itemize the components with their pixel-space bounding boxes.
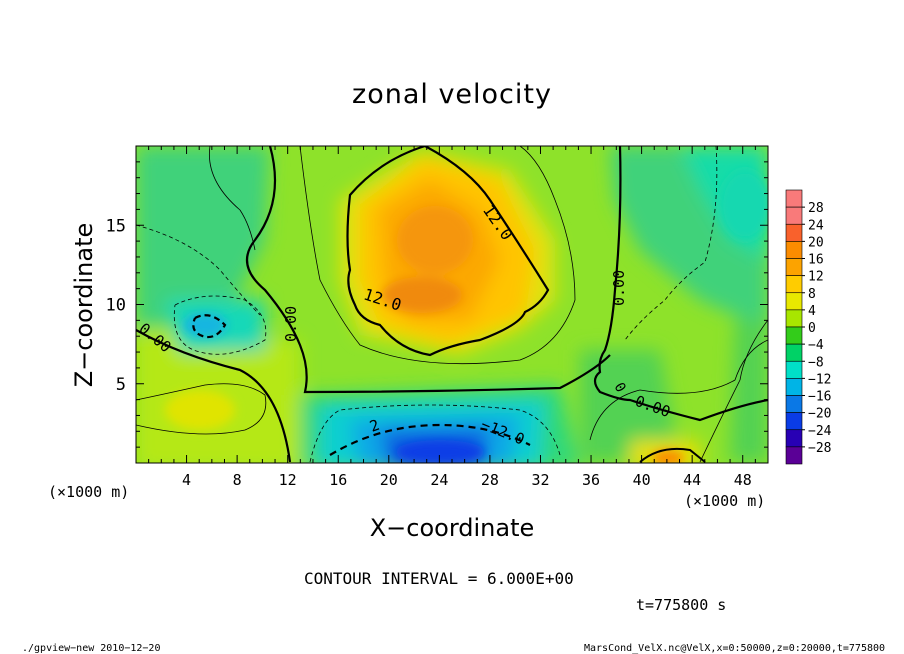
colorbar-swatch: [785, 343, 803, 362]
x-tick-label: 32: [531, 471, 549, 489]
y-tick-label: 5: [116, 375, 126, 395]
colorbar-swatch: [785, 223, 803, 242]
footer-left: ./gpview−new 2010−12−20: [22, 643, 160, 654]
contour-interval: CONTOUR INTERVAL = 6.000E+00: [304, 569, 574, 588]
footer-right: MarsCond_VelX.nc@VelX,x=0:50000,z=0:2000…: [584, 643, 885, 654]
x-axis-label: X−coordinate: [370, 514, 535, 542]
contour-label: 0.00: [282, 306, 300, 342]
chart-title: zonal velocity: [352, 79, 552, 110]
y-tick-label: 15: [106, 216, 126, 236]
x-tick-label: 12: [279, 471, 297, 489]
colorbar-swatch: [785, 309, 803, 328]
x-unit-right: (×1000 m): [684, 492, 765, 510]
colorbar-swatch: [785, 395, 803, 413]
colorbar-label: 28: [808, 201, 824, 216]
field-fill: [136, 146, 768, 463]
x-tick-label: 24: [430, 471, 448, 489]
colorbar-label: 20: [808, 235, 824, 250]
x-tick-label: 4: [182, 471, 191, 489]
colorbar-swatch: [785, 258, 803, 276]
contour-label: 0.00: [610, 270, 628, 306]
colorbar-label: −8: [808, 355, 824, 370]
colorbar-swatch: [785, 241, 803, 259]
colorbar-swatch: [785, 378, 803, 396]
colorbar-label: 12: [808, 270, 824, 285]
contours: [136, 146, 768, 463]
x-tick-label: 28: [481, 471, 499, 489]
colorbar-label: −16: [808, 390, 831, 405]
x-tick-label: 44: [683, 471, 701, 489]
x-tick-label: 16: [329, 471, 347, 489]
x-unit-left: (×1000 m): [48, 483, 129, 501]
colorbar-label: 24: [808, 218, 824, 233]
x-tick-label: 40: [633, 471, 651, 489]
colorbar-swatch: [785, 446, 803, 465]
y-axis: 5 10 15: [106, 161, 768, 448]
x-tick-label: 20: [380, 471, 398, 489]
colorbar-swatch: [785, 189, 803, 208]
y-axis-label: Z−coordinate: [70, 223, 98, 388]
time-label: t=775800 s: [636, 596, 726, 614]
x-axis: 4 8 12 16 20 24 28 32 36 40 44 48: [148, 146, 756, 489]
colorbar-swatch: [785, 360, 803, 379]
colorbar-swatch: [785, 292, 803, 311]
colorbar-swatch: [785, 326, 803, 345]
colorbar-label: −20: [808, 407, 831, 422]
x-tick-label: 8: [233, 471, 242, 489]
y-tick-label: 10: [106, 296, 126, 316]
colorbar-label: 0: [808, 321, 816, 336]
colorbar-label: −12: [808, 372, 831, 387]
colorbar-swatch: [785, 429, 803, 448]
colorbar-label: 16: [808, 253, 824, 268]
colorbar-label: −4: [808, 338, 824, 353]
plot-area: 12.0 12.0 0.00 0.00 0.00 0.00 −12.0 2 0: [136, 146, 768, 463]
colorbar-label: 4: [808, 304, 816, 319]
colorbar-swatch: [785, 412, 803, 431]
x-tick-label: 36: [582, 471, 600, 489]
colorbar-swatch: [785, 206, 803, 225]
colorbar: 28 24 20 16 12 8 4 0 −4 −8 −12 −16 −20 −24 −28: [785, 189, 832, 465]
colorbar-label: −24: [808, 424, 832, 439]
colorbar-label: 8: [808, 287, 816, 302]
colorbar-swatch: [785, 275, 803, 294]
x-tick-label: 48: [734, 471, 752, 489]
colorbar-label: −28: [808, 441, 831, 456]
